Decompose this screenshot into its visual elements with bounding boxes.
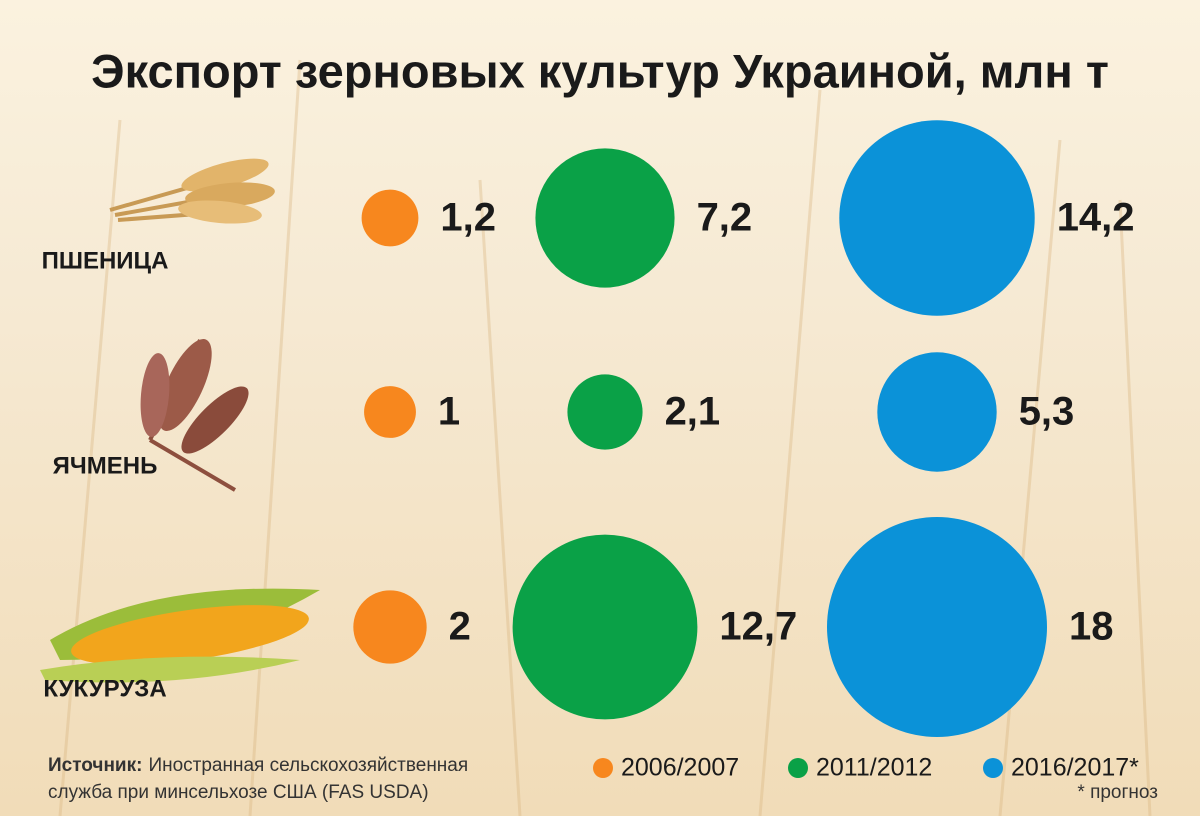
value-label: 12,7 [719,605,797,649]
category-label: ПШЕНИЦА [42,247,169,274]
value-label: 2 [449,605,471,649]
legend-label: 2011/2012 [816,754,932,782]
value-label: 2,1 [665,390,721,434]
bubble [567,374,643,450]
bubble [839,120,1035,316]
value-label: 5,3 [1019,390,1075,434]
value-label: 18 [1069,605,1114,649]
legend-label: 2006/2007 [621,754,739,782]
bubble [535,148,675,288]
legend-marker [788,758,808,778]
value-label: 1 [438,390,460,434]
source: Источник: Иностранная сельскохозяйственна… [48,755,468,776]
source-line: служба при минсельхозе США (FAS USDA) [48,782,429,803]
value-label: 1,2 [440,196,496,240]
category-label: КУКУРУЗА [43,675,166,702]
bubble [353,590,427,664]
barley-icon [140,339,249,492]
wheat-decor [58,59,1152,816]
legend-marker [983,758,1003,778]
note: * прогноз [1077,782,1158,803]
value-label: 14,2 [1057,196,1135,240]
source-label: Источник: [48,755,142,776]
wheat-icon [109,158,275,224]
value-label: 7,2 [697,196,753,240]
chart-title: Экспорт зерновых культур Украиной, млн т [91,44,1109,97]
category-label: ЯЧМЕНЬ [53,452,158,479]
bubble [364,386,416,438]
bubble [877,352,997,472]
bubble [512,534,698,720]
bubble [827,517,1047,737]
legend-marker [593,758,613,778]
legend-label: 2016/2017* [1011,754,1139,782]
source-line: Иностранная сельскохозяйственная [148,755,468,776]
corn-icon [40,588,320,683]
bubble [361,189,419,247]
